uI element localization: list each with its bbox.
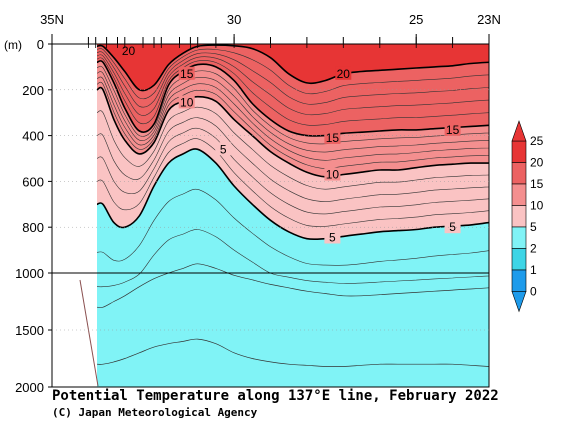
isotherm-label-bg xyxy=(444,220,461,234)
isotherm-label: 20 xyxy=(122,44,136,58)
colorbar-label: 1 xyxy=(530,263,537,277)
minor-isotherm-line xyxy=(96,76,489,161)
fill-temp-5-10 xyxy=(97,87,489,240)
colorbar-segment xyxy=(511,205,527,228)
isotherm-label: 15 xyxy=(180,67,194,81)
isotherm-label-bg xyxy=(324,167,341,181)
isotherm-line-20 xyxy=(96,44,489,92)
colorbar-bottom-arrow xyxy=(511,291,527,313)
isotherm-label: 5 xyxy=(329,231,336,245)
isotherm-label-bg xyxy=(178,66,195,80)
isotherm-label: 10 xyxy=(180,95,194,109)
minor-isotherm-line xyxy=(96,48,489,100)
minor-isotherm-line xyxy=(96,106,489,190)
y-tick-label: 400 xyxy=(22,129,44,144)
minor-isotherm-line xyxy=(96,65,489,145)
x-tick-label: 35N xyxy=(40,12,64,27)
minor-isotherm-line xyxy=(96,188,489,266)
fill-temp-10-15 xyxy=(97,60,489,177)
minor-isotherm-line xyxy=(96,117,489,202)
isotherm-label-bg xyxy=(324,230,341,244)
x-tick-label: 30 xyxy=(227,12,241,27)
colorbar-label: 5 xyxy=(530,220,537,234)
y-tick-label: 0 xyxy=(37,37,44,52)
colorbar-segment xyxy=(511,269,527,292)
chart-credit: (C) Japan Meteorological Agency xyxy=(52,406,258,419)
minor-isotherm-lines xyxy=(96,48,489,367)
minor-isotherm-line xyxy=(96,71,489,153)
isotherm-line-10 xyxy=(96,86,489,178)
isotherm-label: 10 xyxy=(326,168,340,182)
colorbar-segment xyxy=(511,140,527,163)
colorbar-label: 2 xyxy=(530,242,537,256)
isotherm-label-bg xyxy=(444,122,461,136)
y-tick-label: 800 xyxy=(22,220,44,235)
fill-temp-15-20 xyxy=(97,45,489,137)
minor-isotherm-line xyxy=(96,81,489,169)
colorbar-label: 0 xyxy=(530,285,537,299)
chart-title: Potential Temperature along 137°E line, … xyxy=(52,388,499,404)
colorbar-label: 10 xyxy=(530,199,544,213)
minor-isotherm-line xyxy=(96,57,489,126)
x-tick-label: 23N xyxy=(477,12,501,27)
land-mask xyxy=(52,44,97,387)
y-axis-unit-label: (m) xyxy=(4,38,22,52)
isotherm-label-bg xyxy=(335,66,352,80)
isotherm-label-bg xyxy=(178,95,195,109)
seafloor-slope-line xyxy=(79,279,99,387)
fill-temp-2-5 xyxy=(97,148,489,387)
deep-isotherm-line xyxy=(96,263,489,308)
colorbar-segment xyxy=(511,248,527,271)
isotherm-label: 5 xyxy=(220,142,227,156)
y-axis-depth: 0 200 400 600 800 1000 1500 2000 xyxy=(15,37,489,395)
deep-isotherm-line xyxy=(96,338,489,367)
colorbar-top-arrow xyxy=(511,120,527,142)
minor-isotherm-line xyxy=(96,138,489,227)
isotherm-label: 15 xyxy=(446,123,460,137)
colorbar-label: 20 xyxy=(530,156,544,170)
y-tick-label: 1500 xyxy=(15,323,44,338)
isotherm-label-bg xyxy=(215,142,232,156)
y-tick-label: 1000 xyxy=(15,266,44,281)
isotherm-label: 15 xyxy=(326,131,340,145)
minor-isotherm-line xyxy=(96,127,489,215)
colorbar-segment xyxy=(511,226,527,249)
y-tick-label: 2000 xyxy=(15,380,44,395)
fill-temp-above-20 xyxy=(97,44,489,91)
x-axis-latitude: 35N 30 25 23N xyxy=(40,12,501,48)
minor-isotherm-line xyxy=(96,54,489,116)
y-tick-label: 600 xyxy=(22,174,44,189)
temperature-fill-layers xyxy=(97,44,489,387)
y-tick-label: 200 xyxy=(22,83,44,98)
isotherm-label: 20 xyxy=(337,67,351,81)
colorbar-label: 15 xyxy=(530,177,544,191)
colorbar-label: 25 xyxy=(530,134,544,148)
colorbar-segment xyxy=(511,162,527,185)
isotherm-line-15 xyxy=(96,60,489,137)
minor-isotherm-line xyxy=(96,51,489,108)
isotherm-label-bg xyxy=(324,130,341,144)
x-tick-label: 25 xyxy=(409,12,423,27)
bathymetry-mask xyxy=(52,44,99,387)
colorbar-segment xyxy=(511,183,527,206)
